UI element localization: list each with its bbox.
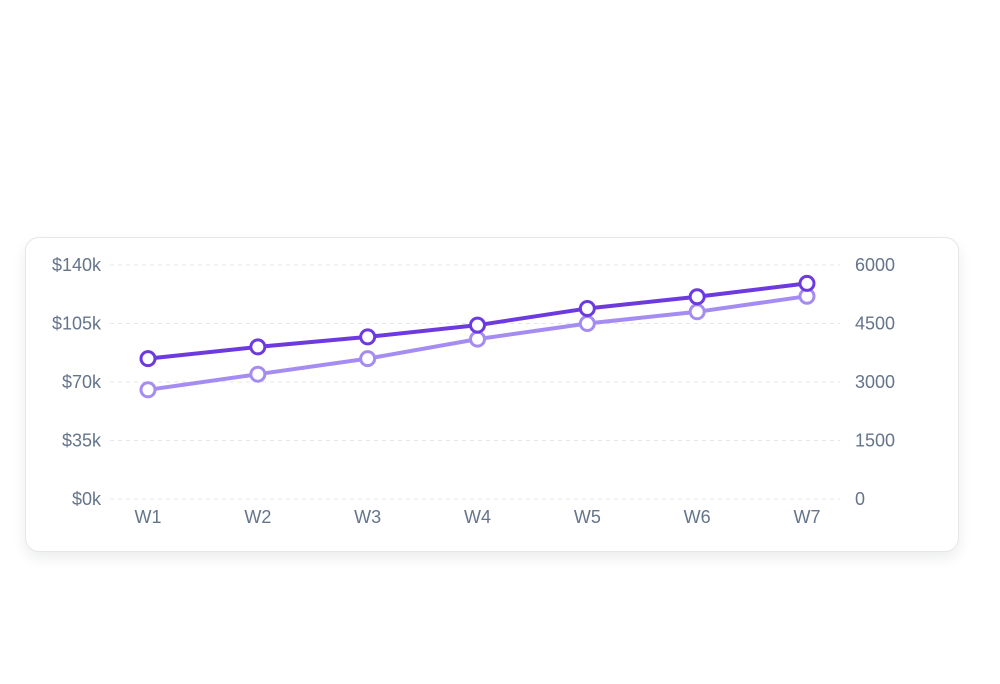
- x-tick-label: W7: [794, 507, 821, 527]
- data-point[interactable]: [578, 315, 596, 332]
- data-point[interactable]: [249, 338, 267, 356]
- left-tick-label: $0k: [72, 489, 102, 509]
- x-tick-label: W3: [354, 507, 381, 527]
- series-group: [139, 274, 816, 399]
- left-tick-label: $105k: [52, 314, 102, 334]
- data-point[interactable]: [688, 288, 706, 306]
- x-tick-label: W6: [684, 507, 711, 527]
- x-tick-label: W1: [135, 507, 162, 527]
- x-tick-label: W4: [464, 507, 491, 527]
- data-point[interactable]: [139, 381, 157, 399]
- data-point[interactable]: [688, 303, 706, 321]
- left-axis: $0k $35k $70k $105k $140k: [52, 255, 102, 509]
- data-point[interactable]: [469, 316, 486, 334]
- left-tick-label: $70k: [62, 372, 102, 392]
- left-tick-label: $35k: [62, 431, 102, 451]
- x-tick-label: W2: [244, 507, 271, 527]
- x-tick-label: W5: [574, 507, 601, 527]
- data-point[interactable]: [139, 350, 157, 368]
- right-tick-label: 6000: [855, 255, 895, 275]
- right-tick-label: 4500: [855, 314, 895, 334]
- data-point[interactable]: [469, 330, 486, 348]
- left-tick-label: $140k: [52, 255, 102, 275]
- x-axis: W1 W2 W3 W4 W5 W6 W7: [135, 507, 821, 527]
- right-tick-label: 1500: [855, 431, 895, 451]
- right-axis: 0 1500 3000 4500 6000: [855, 255, 895, 509]
- data-point[interactable]: [359, 328, 377, 346]
- data-point[interactable]: [798, 274, 816, 292]
- data-point[interactable]: [359, 350, 377, 368]
- data-point[interactable]: [249, 365, 267, 383]
- data-point[interactable]: [578, 299, 596, 317]
- grid-lines: [110, 264, 840, 500]
- right-tick-label: 3000: [855, 372, 895, 392]
- right-tick-label: 0: [855, 489, 865, 509]
